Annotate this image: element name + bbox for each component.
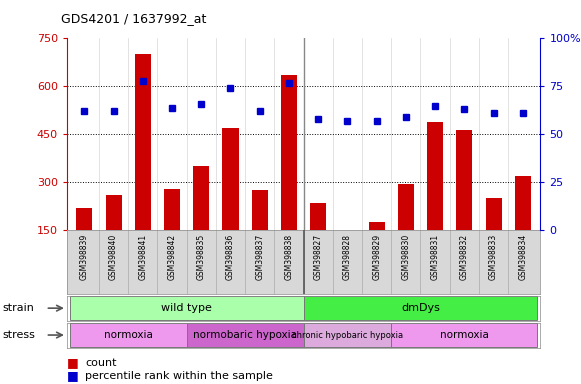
- Bar: [304, 296, 537, 320]
- Bar: [70, 296, 304, 320]
- Text: GSM398837: GSM398837: [255, 233, 264, 280]
- Bar: [70, 323, 187, 347]
- Text: ■: ■: [67, 356, 78, 369]
- Text: normoxia: normoxia: [440, 330, 489, 340]
- Bar: [187, 323, 303, 347]
- Text: strain: strain: [3, 303, 35, 313]
- Text: dmDys: dmDys: [401, 303, 440, 313]
- Bar: [135, 55, 151, 230]
- Text: GSM398832: GSM398832: [460, 233, 469, 280]
- Text: chronic hypobaric hypoxia: chronic hypobaric hypoxia: [292, 331, 403, 339]
- Text: GSM398830: GSM398830: [401, 233, 410, 280]
- Bar: [486, 199, 501, 230]
- Bar: [398, 184, 414, 230]
- Text: GSM398828: GSM398828: [343, 233, 352, 280]
- Text: GSM398842: GSM398842: [167, 233, 177, 280]
- Bar: [339, 230, 356, 242]
- Text: GDS4201 / 1637992_at: GDS4201 / 1637992_at: [61, 12, 206, 25]
- Bar: [76, 208, 92, 230]
- Text: GSM398827: GSM398827: [314, 233, 322, 280]
- Text: GSM398829: GSM398829: [372, 233, 381, 280]
- Text: stress: stress: [3, 330, 36, 340]
- Bar: [456, 129, 472, 230]
- Bar: [252, 190, 268, 230]
- Bar: [193, 166, 209, 230]
- Text: GSM398833: GSM398833: [489, 233, 498, 280]
- Bar: [223, 128, 239, 230]
- Text: count: count: [85, 358, 117, 368]
- Bar: [515, 176, 531, 230]
- Text: normobaric hypoxia: normobaric hypoxia: [193, 330, 297, 340]
- Bar: [391, 323, 537, 347]
- Bar: [106, 195, 121, 230]
- Text: GSM398840: GSM398840: [109, 233, 118, 280]
- Text: percentile rank within the sample: percentile rank within the sample: [85, 371, 273, 381]
- Text: GSM398835: GSM398835: [197, 233, 206, 280]
- Text: wild type: wild type: [161, 303, 212, 313]
- Text: GSM398831: GSM398831: [431, 233, 440, 280]
- Bar: [164, 189, 180, 230]
- Bar: [368, 222, 385, 230]
- Text: GSM398836: GSM398836: [226, 233, 235, 280]
- Text: GSM398838: GSM398838: [285, 233, 293, 280]
- Text: GSM398839: GSM398839: [80, 233, 89, 280]
- Bar: [304, 323, 391, 347]
- Text: normoxia: normoxia: [104, 330, 153, 340]
- Text: GSM398834: GSM398834: [518, 233, 528, 280]
- Bar: [310, 203, 326, 230]
- Bar: [281, 75, 297, 230]
- Text: ■: ■: [67, 369, 78, 382]
- Bar: [427, 122, 443, 230]
- Text: GSM398841: GSM398841: [138, 233, 148, 280]
